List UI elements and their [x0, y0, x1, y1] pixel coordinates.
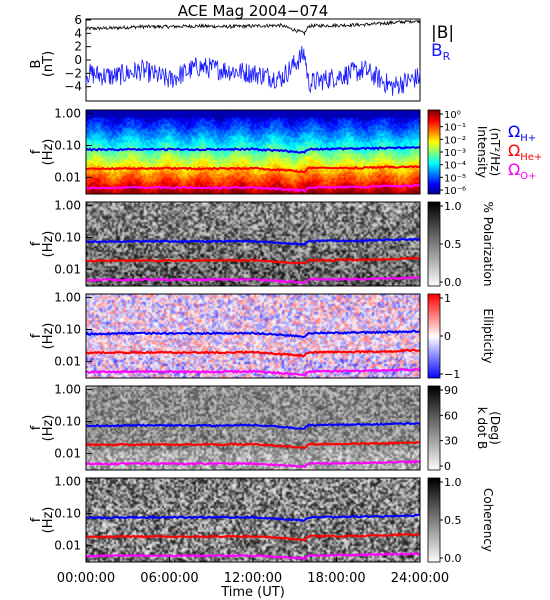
colorbar-label: % Polarization — [481, 202, 495, 287]
colorbar-tick-label: 0 — [444, 460, 451, 473]
spectrogram-panels: 1.000.100.01f(Hz)10⁰10⁻¹10⁻²10⁻³10⁻⁴10⁻⁵… — [29, 107, 502, 565]
x-axis-label: Time (UT) — [220, 585, 285, 600]
colorbar-tick-label: 0.0 — [444, 276, 462, 289]
series-bmag-line — [86, 21, 420, 35]
legend-ohe-sub: He+ — [520, 152, 542, 163]
colorbar-image — [428, 386, 440, 470]
spectrogram-polarization: 1.00 0.10 0.01 f(Hz) 1.0 0.5 0.0 % Polarization — [29, 199, 495, 289]
colorbar-image — [428, 294, 440, 378]
colorbar-tick-label: 0.0 — [444, 552, 462, 565]
bfield-ytick-label: 2 — [74, 40, 82, 54]
freq-tick-label: 0.10 — [54, 506, 81, 520]
bfield-ytick-label: 4 — [74, 26, 82, 40]
legend-ohe-omega: Ω — [508, 141, 520, 160]
spectrogram-kdotb: 1.00 0.10 0.01 f(Hz) 90 60 30 0 k dot B (Deg) — [29, 383, 502, 473]
bfield-ytick-label: −4 — [64, 80, 82, 94]
legend-oo: ΩO+ — [508, 160, 536, 182]
gyro-legend: ΩH+ ΩHe+ ΩO+ — [508, 122, 542, 182]
legend-bmag: |B| — [431, 23, 454, 43]
colorbar-tick-label: 10⁻⁴ — [444, 161, 466, 172]
freq-yunit: (Hz) — [41, 139, 56, 166]
legend-oh-sub: H+ — [520, 133, 536, 144]
colorbar-tick-label: 10⁻⁶ — [444, 186, 466, 197]
bfield-ytick-label: 0 — [74, 53, 82, 67]
colorbar-label: Coherency — [481, 488, 495, 552]
freq-yunit: (Hz) — [41, 415, 56, 442]
freq-tick-label: 0.10 — [54, 138, 81, 152]
x-tick-label: 06:00:00 — [140, 571, 198, 586]
freq-tick-label: 0.01 — [54, 170, 81, 184]
x-tick-label: 12:00:00 — [224, 571, 282, 586]
legend-oo-omega: Ω — [508, 160, 520, 179]
legend-oh-omega: Ω — [508, 122, 520, 141]
colorbar-tick-label: −1 — [444, 368, 460, 381]
colorbar-tick-label: 10⁰ — [444, 110, 461, 121]
colorbar-tick-label: 30 — [444, 435, 458, 448]
colorbar-tick-label: 10⁻¹ — [444, 123, 466, 134]
spectrogram-image — [86, 110, 420, 194]
colorbar-image — [428, 478, 440, 562]
colorbar-tick-label: 1.0 — [444, 200, 462, 213]
colorbar-tick-label: 0.5 — [444, 514, 462, 527]
freq-tick-label: 0.01 — [54, 354, 81, 368]
colorbar-tick-label: 1.0 — [444, 476, 462, 489]
colorbar-image — [428, 202, 440, 286]
colorbar-unit: (Deg) — [488, 411, 502, 445]
colorbar-tick-label: 0.5 — [444, 238, 462, 251]
colorbar-label: k dot B — [475, 407, 489, 449]
freq-tick-label: 0.01 — [54, 538, 81, 552]
freq-yunit: (Hz) — [41, 507, 56, 534]
colorbar-tick-label: 10⁻³ — [444, 148, 466, 159]
bfield-ytick-label: −2 — [64, 66, 82, 80]
x-tick-label: 24:00:00 — [391, 571, 449, 586]
spectrogram-image — [86, 386, 420, 470]
spectrogram-image — [86, 202, 420, 286]
colorbar-tick-label: 10⁻² — [444, 135, 466, 146]
spectrogram-image — [86, 478, 420, 562]
spectrogram-image — [86, 294, 420, 378]
colorbar-unit: (nT²/Hz) — [488, 128, 502, 176]
freq-tick-label: 0.10 — [54, 230, 81, 244]
series-br-line — [86, 46, 420, 96]
chart-title: ACE Mag 2004−074 — [178, 2, 329, 20]
colorbar-tick-label: 90 — [444, 384, 458, 397]
colorbar-tick-label: 60 — [444, 409, 458, 422]
freq-tick-label: 1.00 — [54, 383, 81, 397]
legend-oo-sub: O+ — [520, 171, 536, 182]
freq-tick-label: 1.00 — [54, 291, 81, 305]
bfield-lines — [86, 21, 420, 96]
bfield-yunit: (nT) — [41, 51, 56, 77]
colorbar-tick-label: 0 — [444, 330, 451, 343]
colorbar-label: Intensity — [475, 126, 489, 178]
x-tick-label: 18:00:00 — [307, 571, 365, 586]
legend-br-sub: R — [443, 50, 451, 63]
freq-tick-label: 1.00 — [54, 107, 81, 121]
freq-tick-label: 1.00 — [54, 199, 81, 213]
bfield-yticks: 6420−2−4 — [64, 13, 91, 94]
x-tick-label: 00:00:00 — [57, 571, 115, 586]
freq-tick-label: 0.01 — [54, 446, 81, 460]
freq-tick-label: 1.00 — [54, 475, 81, 489]
spectrogram-ellipticity: 1.00 0.10 0.01 f(Hz) 1 0 −1 Ellipticity — [29, 291, 495, 381]
colorbar-tick-label: 1 — [444, 292, 451, 305]
colorbar-tick-label: 10⁻⁵ — [444, 173, 466, 184]
freq-tick-label: 0.10 — [54, 322, 81, 336]
spectrogram-intensity: 1.00 0.10 0.01 f(Hz) 10⁰ 10⁻¹10⁻² 10⁻³ 10⁻⁴10⁻⁵… — [29, 107, 502, 197]
legend-br: BR — [431, 41, 451, 63]
freq-tick-label: 0.01 — [54, 262, 81, 276]
bfield-ytick-label: 6 — [74, 13, 82, 27]
freq-yunit: (Hz) — [41, 231, 56, 258]
colorbar-label: Ellipticity — [481, 309, 495, 364]
freq-yunit: (Hz) — [41, 323, 56, 350]
freq-tick-label: 0.10 — [54, 414, 81, 428]
legend-br-name: B — [431, 41, 443, 61]
bfield-panel: 6420−2−4 B (nT) |B| BR — [29, 13, 454, 101]
colorbar-image — [428, 110, 440, 194]
spectrogram-coherency: 1.00 0.10 0.01 f(Hz) 1.0 0.5 0.0 Coherency — [29, 475, 495, 565]
